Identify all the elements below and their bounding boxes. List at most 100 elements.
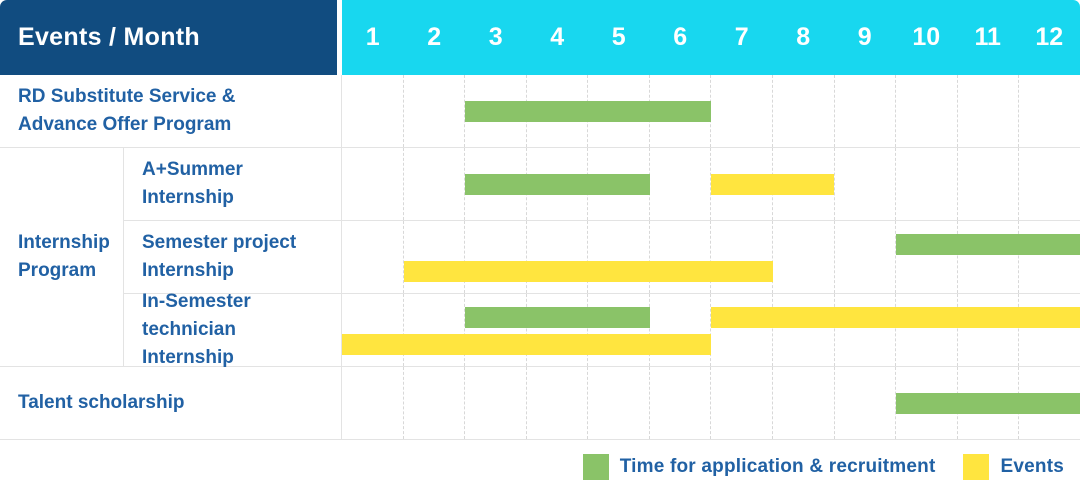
- month-gridline-cell: [835, 367, 897, 439]
- month-gridline-cell: [1019, 221, 1080, 293]
- month-header-cell: 9: [857, 23, 872, 51]
- month-header-cell: 4: [550, 23, 565, 51]
- legend-item-application: Time for application & recruitment: [582, 454, 936, 480]
- month-gridline-cell: [404, 75, 466, 147]
- month-gridline-cell: [835, 75, 897, 147]
- row-label-line: Advance Offer Program: [18, 114, 232, 135]
- gantt-row-semester-project-internship: [342, 221, 1080, 294]
- gantt-body: RD Substitute Service & Advance Offer Pro…: [0, 75, 1080, 440]
- month-header-cell: 11: [974, 23, 1001, 51]
- month-gridline-cell: [588, 367, 650, 439]
- row-label-line: Talent scholarship: [18, 392, 185, 413]
- month-header-cell: 1: [365, 23, 380, 51]
- legend-label-application: Time for application & recruitment: [619, 456, 936, 477]
- gantt-bar-events: [403, 261, 773, 282]
- month-header-cell: 10: [912, 23, 941, 51]
- row-label-line: Internship: [142, 187, 234, 208]
- gantt-bar-application: [895, 234, 1080, 255]
- month-gridline-cell: [342, 148, 404, 220]
- month-header: 1 2 3 4 5 6 7 8 9 10 11 12: [342, 0, 1080, 75]
- month-gridline-cell: [773, 221, 835, 293]
- gantt-bar-application: [465, 307, 650, 328]
- gantt-bar-application: [465, 100, 711, 122]
- month-gridline-cell: [650, 367, 712, 439]
- row-label-a-summer-internship: A+Summer Internship: [124, 148, 342, 221]
- gantt-bar-application: [895, 392, 1080, 414]
- month-gridline-cell: [404, 367, 466, 439]
- month-gridline-cell: [1019, 294, 1080, 366]
- gantt-bar-events: [711, 173, 834, 195]
- header-row: Events / Month 1 2 3 4 5 6 7 8 9 10 11 12: [0, 0, 1080, 75]
- month-header-cell: 5: [611, 23, 626, 51]
- month-gridline-cell: [342, 75, 404, 147]
- month-gridline-cell: [342, 367, 404, 439]
- month-header-cell: 6: [673, 23, 688, 51]
- gantt-row-in-semester-technician-internship: [342, 294, 1080, 367]
- month-gridlines: [342, 294, 1080, 366]
- month-gridline-cell: [465, 221, 527, 293]
- month-gridline-cell: [773, 75, 835, 147]
- legend-swatch-application: [582, 454, 609, 480]
- month-gridline-cell: [588, 294, 650, 366]
- row-label-line: A+Summer: [142, 159, 243, 180]
- gantt-bar-events: [342, 334, 711, 355]
- month-gridline-cell: [896, 221, 958, 293]
- month-gridline-cell: [711, 294, 774, 366]
- month-header-cell: 3: [488, 23, 503, 51]
- row-label-line: Program: [18, 260, 97, 281]
- month-gridline-cell: [835, 294, 897, 366]
- month-gridline-cell: [896, 148, 958, 220]
- month-gridline-cell: [773, 294, 835, 366]
- month-gridline-cell: [958, 294, 1020, 366]
- legend: Time for application & recruitment Events: [0, 440, 1080, 494]
- row-label-line: Internship: [18, 232, 110, 253]
- row-label-line: Semester project: [142, 232, 297, 253]
- month-gridlines: [342, 221, 1080, 293]
- month-gridline-cell: [896, 75, 958, 147]
- month-gridline-cell: [896, 294, 958, 366]
- month-header-cell: 2: [427, 23, 442, 51]
- row-label-talent-scholarship: Talent scholarship: [0, 367, 342, 440]
- row-label-rd-substitute-service-advance-offer-program: RD Substitute Service & Advance Offer Pro…: [0, 75, 342, 148]
- month-gridline-cell: [958, 75, 1020, 147]
- row-label-line: RD Substitute Service &: [18, 86, 236, 107]
- gantt-row-rd-substitute-service-advance-offer-program: [342, 75, 1080, 148]
- month-gridline-cell: [711, 367, 774, 439]
- month-gridline-cell: [835, 221, 897, 293]
- events-month-header-title: Events / Month: [0, 0, 337, 75]
- row-label-line: technician Internship: [142, 319, 236, 368]
- row-label-semester-project-internship: Semester project Internship: [124, 221, 342, 294]
- month-gridline-cell: [465, 367, 527, 439]
- gantt-bar-events: [711, 307, 1080, 328]
- month-gridline-cell: [711, 221, 774, 293]
- row-label-line: In-Semester: [142, 291, 251, 312]
- month-gridline-cell: [588, 221, 650, 293]
- month-gridline-cell: [650, 294, 712, 366]
- gantt-row-a-summer-internship: [342, 148, 1080, 221]
- row-label-group-internship-program: Internship Program: [0, 148, 124, 367]
- gantt-bar-application: [465, 173, 650, 195]
- month-gridline-cell: [650, 148, 712, 220]
- month-gridline-cell: [342, 221, 404, 293]
- month-gridline-cell: [465, 294, 527, 366]
- month-gridline-cell: [958, 221, 1020, 293]
- month-gridline-cell: [404, 221, 466, 293]
- month-header-cell: 12: [1035, 23, 1064, 51]
- legend-label-events: Events: [1000, 456, 1064, 477]
- month-gridline-cell: [773, 367, 835, 439]
- month-gridline-cell: [404, 148, 466, 220]
- month-gridline-cell: [773, 148, 835, 220]
- legend-item-events: Events: [963, 454, 1064, 480]
- month-gridline-cell: [835, 148, 897, 220]
- row-label-line: Internship: [142, 260, 234, 281]
- month-gridline-cell: [342, 294, 404, 366]
- header-gap: [337, 0, 342, 75]
- month-gridline-cell: [527, 221, 589, 293]
- month-gridline-cell: [958, 148, 1020, 220]
- month-gridline-cell: [711, 75, 774, 147]
- gantt-row-talent-scholarship: [342, 367, 1080, 440]
- legend-swatch-events: [963, 454, 990, 480]
- month-gridline-cell: [650, 221, 712, 293]
- month-header-cell: 7: [734, 23, 749, 51]
